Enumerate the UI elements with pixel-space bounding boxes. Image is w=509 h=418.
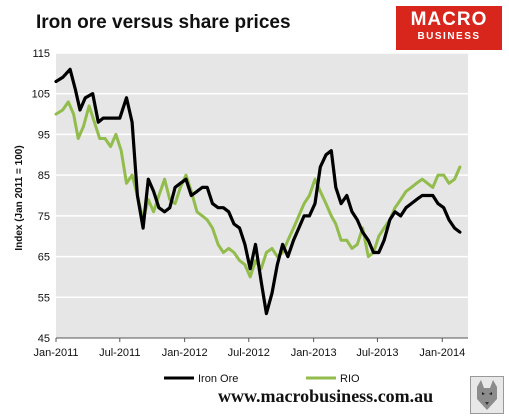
x-tick-label: Jan-2013 [291,347,337,359]
y-tick-label: 115 [32,48,50,60]
legend: Iron Ore RIO [164,373,360,385]
y-axis-ticks: 45 55 65 75 85 95 105 115 [32,48,50,345]
x-tick-label: Jan-2012 [162,347,208,359]
wolf-logo-icon [470,376,504,414]
x-tick-label: Jan-2011 [33,347,78,359]
x-axis-ticks: Jan-2011 Jul-2011 Jan-2012 Jul-2012 Jan-2013… [33,337,468,359]
logo-line2: BUSINESS [417,31,481,42]
y-tick-label: 85 [38,170,50,182]
series-line-iron-ore [54,67,462,316]
chart-title: Iron ore versus share prices [36,12,291,33]
y-tick-label: 45 [38,333,50,345]
macro-business-logo: MACRO BUSINESS [396,6,502,50]
y-tick-label: 65 [38,252,50,264]
footer-url[interactable]: www.macrobusiness.com.au [218,386,434,406]
y-axis-label: Index (Jan 2011 = 100) [14,145,25,250]
x-tick-label: Jul-2013 [356,347,398,359]
x-tick-label: Jul-2011 [99,347,140,359]
y-tick-label: 105 [32,89,50,101]
legend-label: Iron Ore [198,373,238,385]
logo-line1: MACRO [410,9,488,30]
legend-label: RIO [340,373,360,385]
x-tick-label: Jan-2014 [419,347,465,359]
y-tick-label: 95 [38,129,50,141]
y-tick-label: 75 [38,211,50,223]
series-layer [54,67,462,316]
x-tick-label: Jul-2012 [228,347,270,359]
y-tick-label: 55 [38,292,50,304]
